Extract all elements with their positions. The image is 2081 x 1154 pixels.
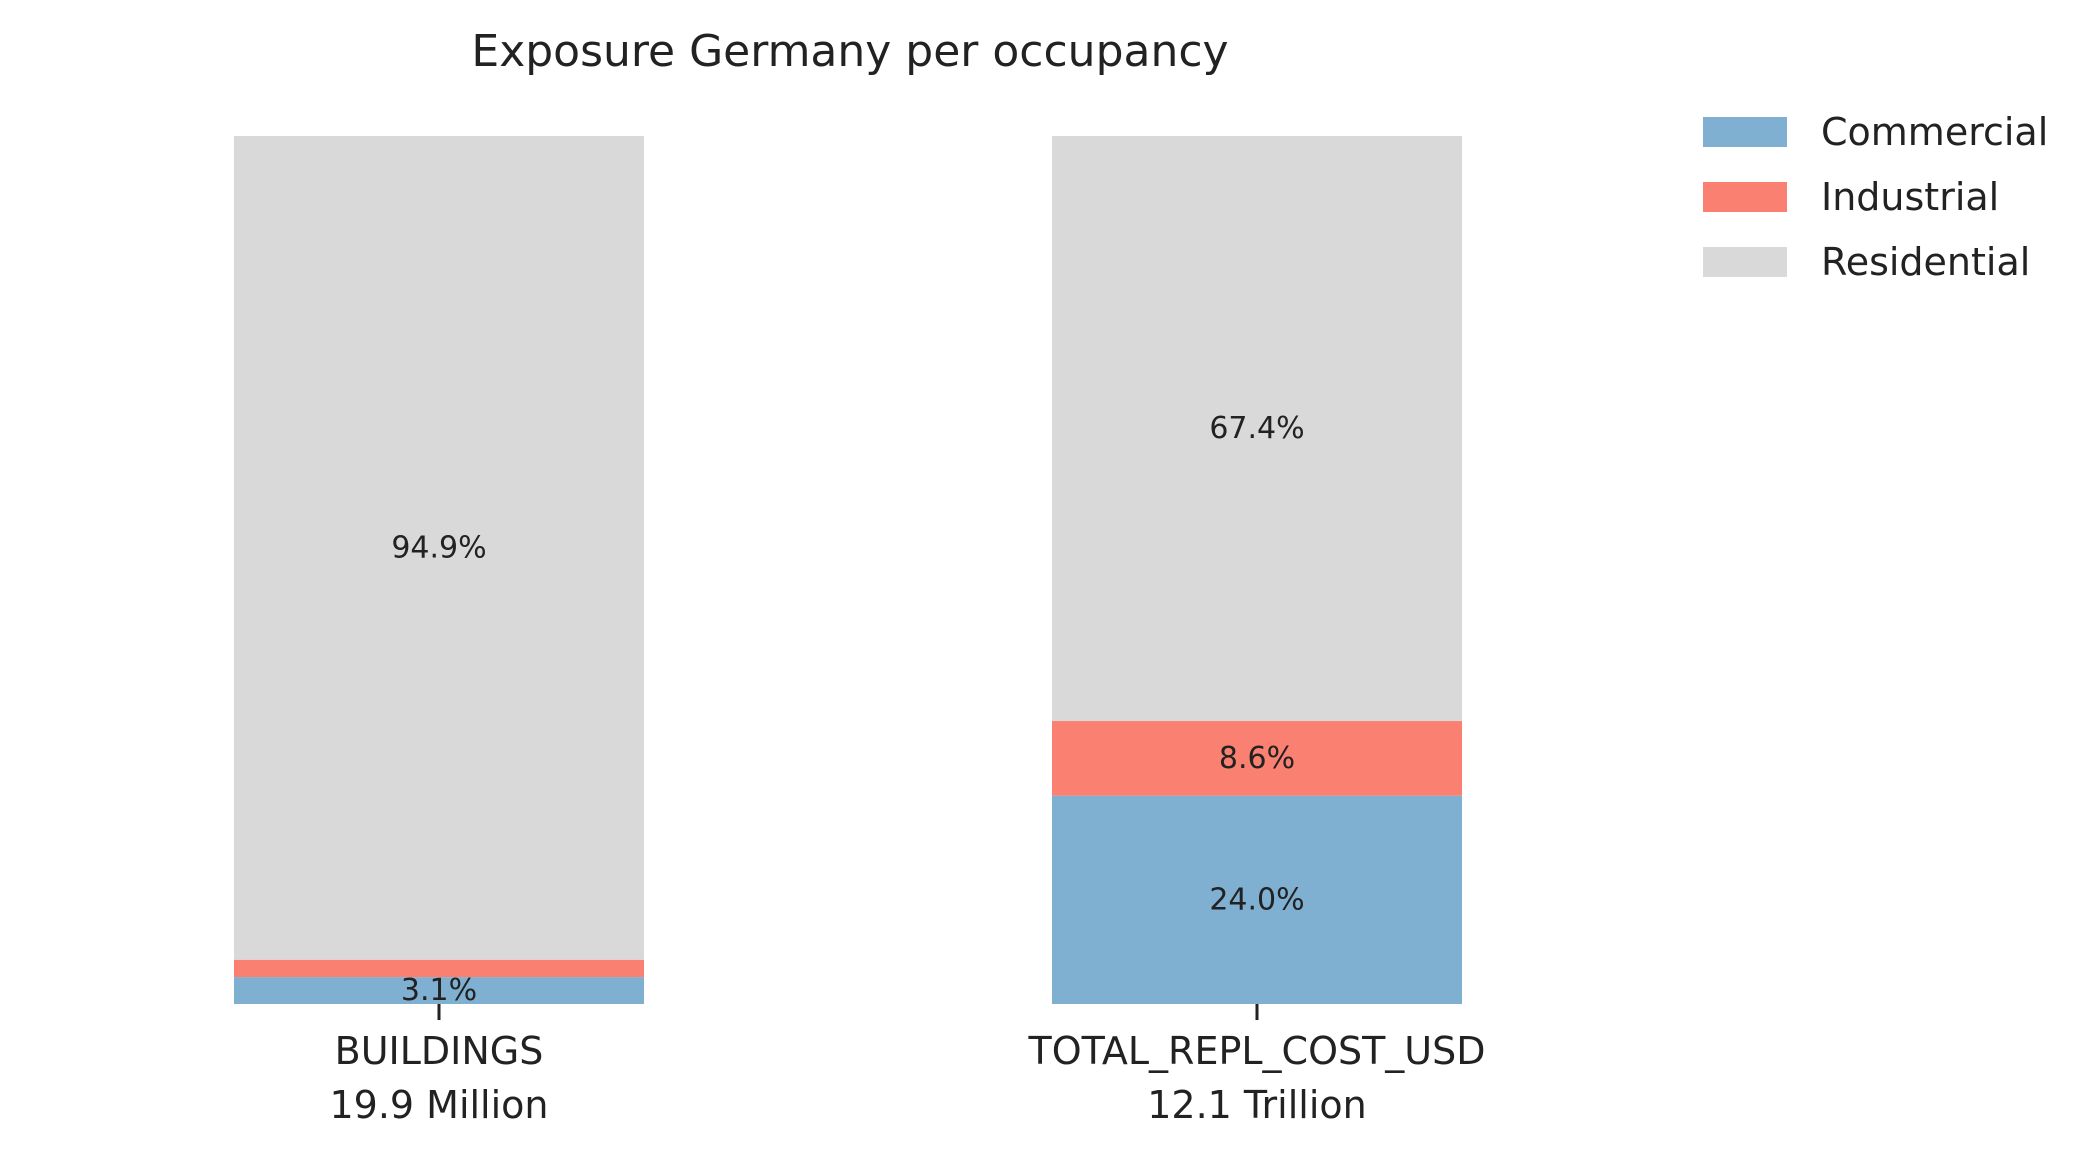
bar-buildings-residential xyxy=(234,136,644,960)
bar-total-repl-cost-usd-industrial xyxy=(1052,721,1462,796)
legend-swatch-commercial xyxy=(1703,117,1787,147)
data-label-total-repl-cost-usd-residential: 67.4% xyxy=(1209,411,1304,446)
bar-buildings-commercial xyxy=(234,977,644,1004)
bar-total-repl-cost-usd-residential xyxy=(1052,136,1462,722)
chart-title: Exposure Germany per occupancy xyxy=(471,26,1228,77)
legend-label-commercial: Commercial xyxy=(1821,110,2048,154)
x-axis: BUILDINGS 19.9 Million TOTAL_REPL_COST_USD… xyxy=(329,1004,1486,1127)
x-tick-label-buildings: BUILDINGS xyxy=(335,1029,544,1073)
legend-label-residential: Residential xyxy=(1821,240,2030,284)
bars-group xyxy=(234,136,1462,1004)
legend-swatch-industrial xyxy=(1703,182,1787,212)
bar-buildings-industrial xyxy=(234,959,644,978)
data-label-total-repl-cost-usd-commercial: 24.0% xyxy=(1209,882,1304,917)
x-tick-total-total-repl-cost-usd: 12.1 Trillion xyxy=(1147,1083,1367,1127)
x-tick-total-buildings: 19.9 Million xyxy=(329,1083,548,1127)
x-tick-label-total-repl-cost-usd: TOTAL_REPL_COST_USD xyxy=(1027,1029,1485,1073)
data-label-buildings-residential: 94.9% xyxy=(391,530,486,565)
data-label-buildings-commercial: 3.1% xyxy=(401,973,477,1008)
legend-label-industrial: Industrial xyxy=(1821,175,1999,219)
data-labels-group: 3.1% 94.9% 24.0% 8.6% 67.4% xyxy=(391,411,1304,1008)
data-label-total-repl-cost-usd-industrial: 8.6% xyxy=(1219,741,1295,776)
legend-swatch-residential xyxy=(1703,247,1787,277)
legend: Commercial Industrial Residential xyxy=(1703,110,2048,284)
bar-total-repl-cost-usd-commercial xyxy=(1052,795,1462,1004)
